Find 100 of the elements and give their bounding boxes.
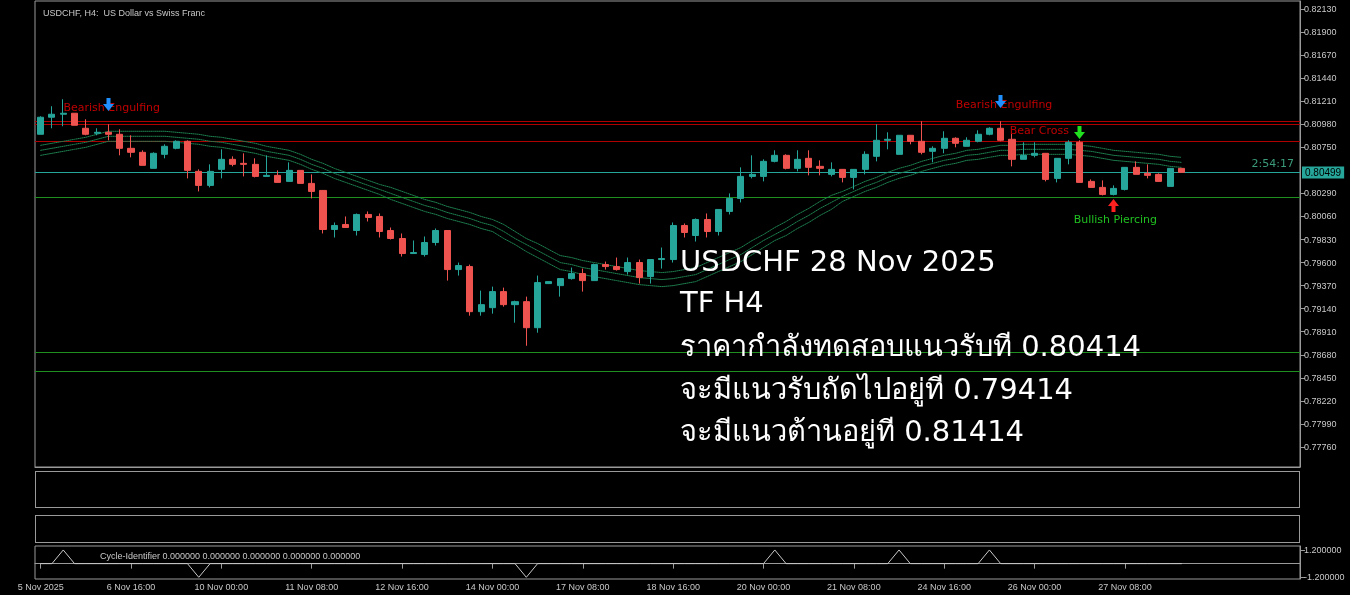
- candlestick: [1178, 167, 1185, 173]
- candlestick: [184, 139, 191, 179]
- candlestick: [511, 300, 519, 324]
- candlestick: [444, 229, 451, 282]
- candlestick: [636, 259, 643, 285]
- candlestick: [37, 115, 44, 135]
- candlestick: [726, 192, 733, 215]
- candlestick: [591, 263, 598, 282]
- ref-line-label: 0.80499: [1305, 167, 1342, 178]
- candlestick: [94, 127, 101, 136]
- candlestick: [839, 168, 846, 183]
- candlestick: [986, 126, 993, 136]
- candlestick: [816, 159, 824, 176]
- x-tick-label: 5 Nov 2025: [17, 581, 64, 592]
- annotation: Bullish Piercing: [1073, 213, 1158, 227]
- y-tick-label: 0.80060: [1304, 211, 1337, 222]
- candlestick: [432, 227, 439, 247]
- x-tick-label: 24 Nov 16:00: [917, 581, 971, 592]
- candlestick: [896, 134, 903, 155]
- candlestick: [297, 169, 304, 184]
- annotation: จะมีแนวรับถัดไปอยู่ที 0.79414: [679, 371, 1074, 407]
- candlestick: [319, 189, 327, 234]
- candlestick: [48, 105, 55, 129]
- candlestick: [240, 152, 247, 177]
- candlestick: [421, 236, 428, 258]
- candlestick: [557, 278, 564, 298]
- candlestick: [387, 226, 394, 241]
- candlestick: [975, 129, 982, 143]
- y-tick-label: 0.79830: [1304, 234, 1337, 245]
- annotation: Bear Cross: [1009, 124, 1069, 138]
- annotation: Bearish Engulfing: [955, 98, 1053, 112]
- candlestick: [342, 215, 349, 228]
- candlestick: [670, 221, 677, 264]
- candlestick: [71, 112, 78, 126]
- y-tick-label: 0.78680: [1304, 349, 1337, 360]
- candlestick: [500, 287, 507, 308]
- candlestick: [613, 257, 620, 272]
- candlestick: [534, 275, 541, 334]
- candlestick: [353, 212, 360, 236]
- candlestick: [1076, 139, 1083, 183]
- candlestick: [523, 296, 530, 347]
- candlestick: [150, 151, 157, 169]
- annotation: TF H4: [679, 284, 764, 320]
- y-tick-label: 0.82130: [1304, 4, 1337, 15]
- candlestick: [907, 134, 914, 145]
- candlestick: [1133, 160, 1140, 175]
- candlestick: [681, 222, 688, 239]
- x-tick-label: 14 Nov 00:00: [465, 581, 520, 592]
- x-tick-label: 10 Nov 00:00: [194, 581, 249, 592]
- candlestick: [952, 136, 959, 148]
- y-tick-label: 1.200000: [1304, 544, 1342, 555]
- candlestick: [410, 240, 417, 255]
- candlestick: [105, 123, 112, 141]
- candlestick: [783, 153, 790, 170]
- y-tick-label: 0.77760: [1304, 441, 1337, 452]
- candlestick: [568, 267, 575, 281]
- candlestick: [489, 286, 496, 315]
- candlestick: [873, 123, 880, 162]
- candlestick: [579, 268, 586, 293]
- candlestick: [692, 217, 699, 243]
- candlestick: [1031, 141, 1038, 158]
- y-tick-label: 0.80980: [1304, 119, 1337, 130]
- y-tick-label: 0.78220: [1304, 395, 1337, 406]
- x-tick-label: 11 Nov 08:00: [285, 581, 339, 592]
- y-tick-label: 0.80290: [1304, 188, 1337, 199]
- candlestick: [1155, 172, 1162, 182]
- text: USDCHF, H4: US Dollar vs Swiss Franc: [43, 7, 206, 18]
- y-tick-label: 0.81210: [1304, 96, 1337, 107]
- candlestick: [658, 247, 665, 270]
- candlestick: [478, 290, 485, 317]
- candlestick: [466, 264, 473, 317]
- candlestick: [963, 136, 970, 147]
- candlestick: [82, 118, 89, 136]
- candlestick: [308, 173, 315, 199]
- candlestick: [929, 145, 936, 163]
- x-tick-label: 6 Nov 16:00: [106, 581, 156, 592]
- candlestick: [161, 143, 168, 159]
- candlestick: [1042, 152, 1049, 182]
- candlestick: [1088, 178, 1095, 188]
- candlestick: [195, 168, 202, 192]
- x-tick-label: 12 Nov 16:00: [375, 581, 429, 592]
- candlestick: [997, 120, 1004, 142]
- y-tick-label: 0.79600: [1304, 257, 1337, 268]
- y-tick-label: 0.81440: [1304, 73, 1337, 84]
- y-tick-label: 0.79140: [1304, 303, 1337, 314]
- candlestick: [1144, 163, 1151, 179]
- candlestick: [116, 128, 123, 156]
- y-tick-label: -1.200000: [1304, 572, 1345, 583]
- y-tick-label: 0.79370: [1304, 280, 1337, 291]
- candlestick: [1065, 139, 1072, 165]
- x-tick-label: 18 Nov 16:00: [646, 581, 700, 592]
- candlestick: [331, 221, 338, 239]
- candlestick: [229, 155, 236, 167]
- y-tick-label: 0.78910: [1304, 326, 1337, 337]
- candlestick: [624, 257, 631, 276]
- x-tick-label: 20 Nov 00:00: [736, 581, 791, 592]
- candlestick: [1110, 184, 1117, 196]
- candlestick: [715, 208, 722, 236]
- text: 2:54:17: [1251, 157, 1294, 171]
- candlestick: [704, 212, 711, 239]
